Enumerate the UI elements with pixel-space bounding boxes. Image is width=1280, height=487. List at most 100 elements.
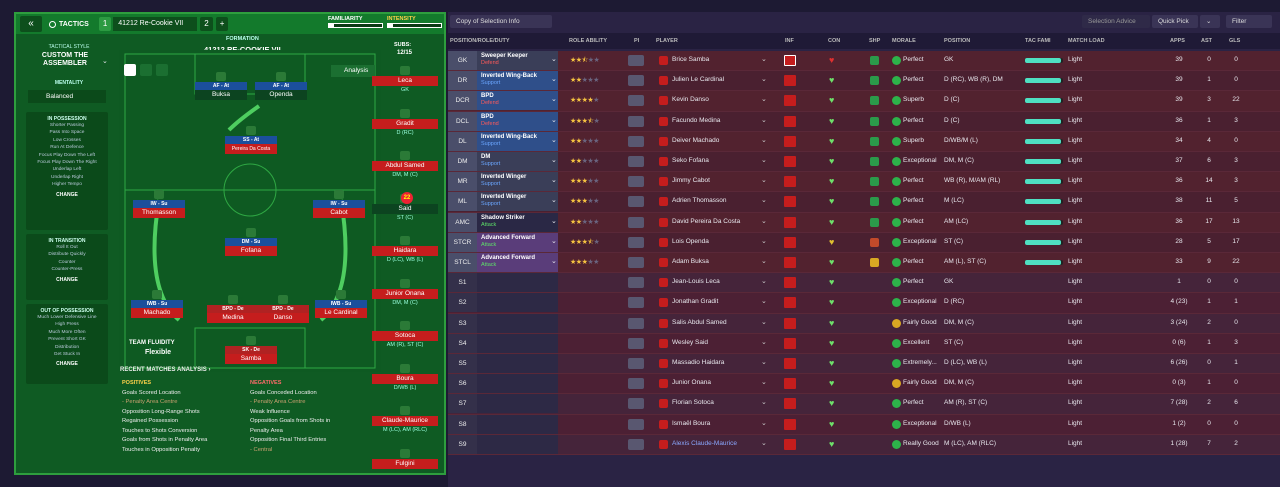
player-instructions-icon[interactable]	[628, 438, 644, 450]
stats-icon[interactable]	[140, 64, 152, 76]
table-row[interactable]: DM DM Support ⌄ ★★★★★ Seko Fofana ⌄ ♥ Exceptiona…	[448, 152, 1280, 173]
chevron-down-icon[interactable]: ⌄	[551, 237, 557, 245]
sub-name[interactable]: Haidara	[372, 246, 438, 256]
chevron-down-icon[interactable]: ⌄	[551, 217, 557, 225]
player-name[interactable]: Danso	[257, 313, 309, 323]
pitch[interactable]: Analysis AF - At Buksa AF - At Openda SS - A…	[119, 50, 381, 372]
sub-name[interactable]: Leca	[372, 76, 438, 86]
chevron-down-icon[interactable]: ⌄	[551, 96, 557, 104]
mentality-select[interactable]: Balanced	[28, 90, 106, 103]
chevron-down-icon[interactable]: ⌄	[551, 56, 557, 63]
player-name[interactable]: Seko Fofana	[672, 157, 709, 164]
quick-pick-chevron-icon[interactable]: ⌄	[1200, 15, 1220, 28]
substitute[interactable]: Junior Onana DM, M (C)	[372, 288, 438, 306]
player-dropdown-icon[interactable]: ⌄	[761, 96, 767, 104]
table-row[interactable]: S3 Salis Abdul Samed ⌄ ♥ Fairly Good DM, M (C…	[448, 313, 1280, 334]
player-dropdown-icon[interactable]: ⌄	[761, 258, 767, 265]
role-cell[interactable]	[477, 313, 558, 333]
table-row[interactable]: S1 Jean-Louis Leca ⌄ ♥ Perfect GK Light 1 0 0	[448, 273, 1280, 294]
role-cell[interactable]	[477, 354, 558, 373]
add-tactic-button[interactable]: +	[215, 17, 229, 31]
role-cell[interactable]	[477, 434, 558, 454]
player-name[interactable]: Alexis Claude-Maurice	[672, 439, 738, 447]
player-name[interactable]: Florian Sotoca	[672, 399, 714, 407]
role-cell[interactable]: Advanced Forward Attack ⌄	[477, 253, 558, 272]
role-cell[interactable]: Advanced Forward Attack ⌄	[477, 232, 558, 252]
player-dropdown-icon[interactable]: ⌄	[761, 177, 767, 185]
table-row[interactable]: ML Inverted Winger Support ⌄ ★★★★★ Adrien Tho…	[448, 192, 1280, 213]
sub-name[interactable]: Boura	[372, 373, 438, 384]
pitch-player[interactable]: IW - Su Cabot	[313, 200, 365, 222]
player-name[interactable]: Lois Openda	[672, 237, 709, 245]
tactic-slot-1[interactable]: 1	[98, 17, 112, 31]
analysis-title[interactable]: RECENT MATCHES ANALYSIS ›	[120, 367, 211, 373]
player-dropdown-icon[interactable]: ⌄	[761, 217, 767, 225]
table-row[interactable]: STCL Advanced Forward Attack ⌄ ★★★★★ Adam Buk…	[448, 253, 1280, 274]
pitch-player[interactable]: IW - Su Thomasson	[133, 200, 185, 222]
table-row[interactable]: S7 Florian Sotoca ⌄ ♥ Perfect AM (R), ST (C) L…	[448, 394, 1280, 415]
table-row[interactable]: DR Inverted Wing-Back Support ⌄ ★★★★★ Julien …	[448, 71, 1280, 92]
player-instructions-icon[interactable]	[628, 398, 644, 410]
player-name[interactable]: Jonathan Gradit	[672, 298, 719, 306]
substitute[interactable]: Boura D/WB (L)	[372, 373, 438, 391]
table-row[interactable]: S4 Wesley Said ⌄ ♥ Excellent ST (C) Light 0 (6)…	[448, 333, 1280, 354]
tactical-style-name[interactable]: CUSTOM THE ASSEMBLER	[41, 52, 89, 67]
column-header[interactable]: GLS	[1229, 38, 1241, 44]
formation-name[interactable]: 41212 RE-COOKIE VII	[204, 45, 281, 54]
role-cell[interactable]: BPD Defend ⌄	[477, 111, 558, 131]
player-instructions-icon[interactable]	[628, 55, 644, 66]
player-name[interactable]: Fofana	[225, 246, 277, 256]
role-cell[interactable]: Inverted Winger Support ⌄	[477, 172, 558, 192]
player-name[interactable]: Adrien Thomasson	[672, 197, 727, 205]
player-dropdown-icon[interactable]: ⌄	[761, 439, 767, 447]
pitch-player[interactable]: IWB - Su Le Cardinal	[315, 300, 367, 322]
player-dropdown-icon[interactable]: ⌄	[761, 399, 767, 407]
player-name[interactable]: Openda	[255, 90, 307, 100]
chevron-down-icon[interactable]: ⌄	[551, 177, 557, 185]
player-name[interactable]: Buksa	[195, 90, 247, 100]
table-row[interactable]: DCL BPD Defend ⌄ ★★★⯪★ Facundo Medina ⌄ ♥ Perfec…	[448, 111, 1280, 132]
sub-name[interactable]: Junior Onana	[372, 288, 438, 299]
column-header[interactable]: ROLE ABILITY	[569, 38, 607, 44]
player-dropdown-icon[interactable]: ⌄	[761, 56, 767, 63]
chevron-down-icon[interactable]: ⌄	[551, 116, 557, 124]
player-name[interactable]: Brice Samba	[672, 56, 710, 63]
column-header[interactable]: APPS	[1170, 38, 1185, 44]
player-role[interactable]: IWB - Su	[131, 300, 183, 308]
player-name[interactable]: Deiver Machado	[672, 136, 720, 144]
player-name[interactable]: David Pereira Da Costa	[672, 217, 741, 225]
sub-name[interactable]: Claude-Maurice	[372, 416, 438, 426]
sub-name[interactable]: Fulgini	[372, 458, 438, 469]
table-row[interactable]: S6 Junior Onana ⌄ ♥ Fairly Good DM, M (C) Ligh…	[448, 374, 1280, 395]
player-dropdown-icon[interactable]: ⌄	[761, 419, 767, 427]
column-header[interactable]: CON	[828, 38, 841, 44]
pitch-player[interactable]: BPD - De Danso	[257, 305, 309, 327]
role-cell[interactable]: Inverted Wing-Back Support ⌄	[477, 71, 558, 91]
table-row[interactable]: MR Inverted Winger Support ⌄ ★★★★★ Jimmy Cabo…	[448, 172, 1280, 193]
role-cell[interactable]	[477, 374, 558, 394]
role-cell[interactable]: Shadow Striker Attack ⌄	[477, 212, 558, 232]
player-name[interactable]: Facundo Medina	[672, 116, 721, 124]
table-row[interactable]: DCR BPD Defend ⌄ ★★★★★ Kevin Danso ⌄ ♥ Superb D (…	[448, 91, 1280, 112]
substitute[interactable]: Leca GK	[372, 76, 438, 93]
player-dropdown-icon[interactable]: ⌄	[761, 359, 767, 366]
column-header[interactable]: TAC FAMI	[1025, 38, 1051, 44]
player-instructions-icon[interactable]	[628, 297, 644, 309]
column-header[interactable]: PLAYER	[656, 38, 678, 44]
role-cell[interactable]: Sweeper Keeper Defend ⌄	[477, 51, 558, 70]
player-instructions-icon[interactable]	[628, 337, 644, 349]
column-header[interactable]: POSITION	[944, 38, 971, 44]
notes-icon[interactable]	[156, 64, 168, 76]
chevron-down-icon[interactable]: ⌄	[551, 136, 557, 144]
back-button[interactable]: «	[20, 16, 42, 32]
player-role[interactable]: BPD - De	[207, 305, 259, 313]
pitch-player[interactable]: SK - De Samba	[225, 346, 277, 368]
player-name[interactable]: Massadio Haidara	[672, 359, 725, 366]
tactic-slot-2[interactable]: 2	[200, 17, 213, 31]
role-cell[interactable]: BPD Defend ⌄	[477, 91, 558, 111]
substitute[interactable]: Abdul Samed DM, M (C)	[372, 161, 438, 178]
quick-pick-button[interactable]: Quick Pick	[1152, 15, 1198, 28]
player-name[interactable]: Samba	[225, 354, 277, 364]
player-instructions-icon[interactable]	[628, 317, 644, 329]
column-header[interactable]: SHP	[869, 38, 881, 44]
